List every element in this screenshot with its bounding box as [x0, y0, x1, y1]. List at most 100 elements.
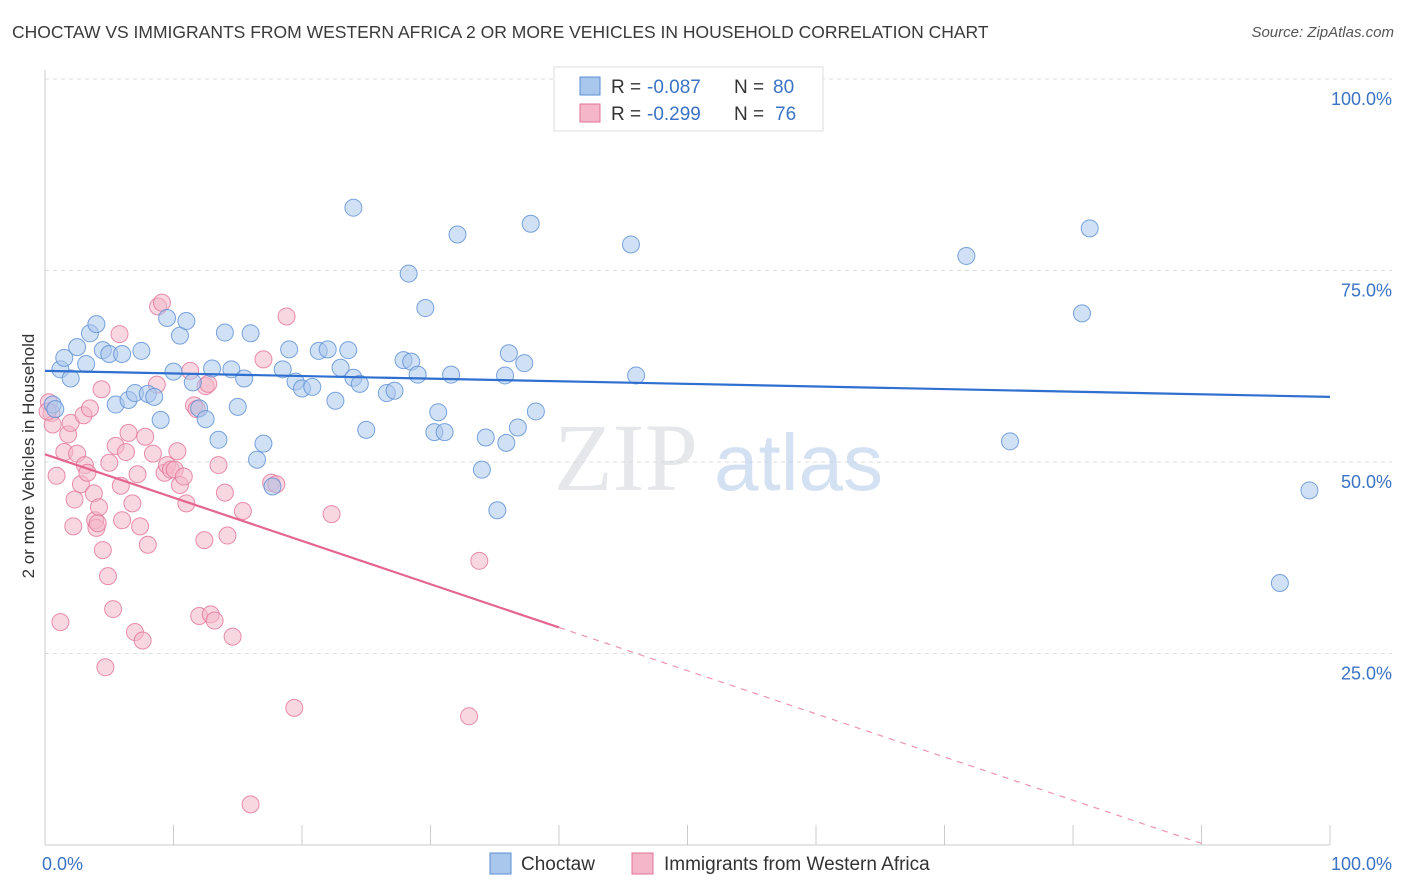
bottom-legend-immigrants: Immigrants from Western Africa	[664, 854, 930, 875]
choctaw-point	[1270, 574, 1289, 593]
choctaw-point	[526, 402, 545, 421]
legend-r-value-1: -0.087	[647, 77, 701, 98]
choctaw-point	[476, 428, 495, 447]
immigrants-point	[93, 541, 112, 560]
choctaw-point	[203, 359, 222, 378]
immigrants-point	[136, 427, 155, 446]
immigrants-point	[47, 466, 66, 485]
y-tick-label: 50.0%	[1341, 472, 1392, 492]
choctaw-point	[957, 246, 976, 265]
immigrants-point	[80, 399, 99, 418]
immigrants-point	[199, 374, 218, 393]
choctaw-point	[1001, 432, 1020, 451]
legend-box: R = -0.087 N = 80 R = -0.299 N = 76	[553, 66, 824, 132]
immigrants-point	[218, 526, 237, 545]
bottom-legend: Choctaw Immigrants from Western Africa	[489, 852, 930, 875]
choctaw-point	[399, 264, 418, 283]
watermark: ZIP atlas	[554, 404, 883, 511]
choctaw-point	[429, 403, 448, 422]
x-tick-label: 0.0%	[42, 854, 83, 874]
choctaw-point	[1072, 304, 1091, 323]
legend-n-value-1: 80	[773, 77, 794, 98]
immigrants-point	[116, 443, 135, 462]
choctaw-point	[496, 366, 515, 385]
choctaw-point	[215, 323, 234, 342]
choctaw-point	[273, 360, 292, 379]
immigrants-point	[174, 467, 193, 486]
immigrants-point	[254, 350, 273, 369]
choctaw-trend-line	[44, 369, 1331, 398]
x-tick-label: 100.0%	[1331, 854, 1392, 874]
immigrants-point	[96, 658, 115, 677]
choctaw-point	[472, 460, 491, 479]
legend-n-label-1: N =	[734, 77, 764, 98]
immigrants-trend-extension	[558, 626, 1202, 845]
choctaw-point	[87, 315, 106, 334]
immigrants-point	[88, 514, 107, 533]
choctaw-point	[627, 366, 646, 385]
y-axis-label: 2 or more Vehicles in Household	[19, 334, 38, 579]
choctaw-point	[521, 214, 540, 233]
choctaw-point	[385, 381, 404, 400]
choctaw-point	[280, 340, 299, 359]
axes	[44, 70, 1331, 846]
immigrants-point	[460, 707, 479, 726]
choctaw-point	[499, 344, 518, 363]
immigrants-point	[277, 307, 296, 326]
watermark-zip: ZIP	[554, 404, 698, 511]
choctaw-point	[357, 420, 376, 439]
immigrants-point	[209, 456, 228, 475]
legend-r-label-2: R =	[611, 104, 641, 125]
choctaw-point	[303, 377, 322, 396]
bottom-legend-swatch-immigrants	[631, 852, 654, 875]
immigrants-point	[110, 325, 129, 344]
choctaw-point	[164, 362, 183, 381]
choctaw-point	[151, 410, 170, 429]
choctaw-point	[416, 299, 435, 318]
legend-r-value-2: -0.299	[647, 104, 701, 125]
choctaw-point	[196, 410, 215, 429]
immigrants-trend-line	[44, 453, 560, 629]
immigrants-point	[138, 535, 157, 554]
choctaw-point	[209, 430, 228, 449]
choctaw-point	[228, 397, 247, 416]
y-tick-label: 100.0%	[1331, 89, 1392, 109]
choctaw-point	[408, 365, 427, 384]
choctaw-point	[508, 418, 527, 437]
immigrants-point	[133, 631, 152, 650]
bottom-legend-swatch-choctaw	[489, 852, 512, 875]
immigrants-point	[223, 627, 242, 646]
immigrants-point	[100, 453, 119, 472]
choctaw-point	[248, 450, 267, 469]
chart-title: CHOCTAW VS IMMIGRANTS FROM WESTERN AFRIC…	[12, 22, 989, 42]
choctaw-point	[497, 433, 516, 452]
immigrants-point	[285, 698, 304, 717]
choctaw-point	[254, 434, 273, 453]
immigrants-point	[78, 463, 97, 482]
legend-swatch-choctaw	[579, 76, 601, 96]
immigrants-point	[64, 517, 83, 536]
choctaw-point	[61, 369, 80, 388]
immigrants-point	[143, 444, 162, 463]
immigrants-point	[98, 567, 117, 586]
immigrants-point	[119, 423, 138, 442]
immigrants-point	[92, 380, 111, 399]
choctaw-point	[68, 338, 87, 357]
tick-labels: 25.0% 50.0% 75.0% 100.0% 0.0% 100.0%	[42, 89, 1392, 874]
choctaw-point	[235, 369, 254, 388]
immigrants-point	[51, 613, 70, 632]
choctaw-point	[344, 198, 363, 217]
grid-lines	[45, 78, 1392, 654]
legend-n-label-2: N =	[734, 104, 764, 125]
choctaw-point	[1080, 219, 1099, 238]
choctaw-point	[621, 235, 640, 254]
choctaw-point	[515, 354, 534, 373]
immigrants-point	[104, 600, 123, 619]
y-tick-label: 75.0%	[1341, 281, 1392, 301]
choctaw-point	[183, 373, 202, 392]
trend-lines	[44, 369, 1331, 845]
choctaw-point	[442, 365, 461, 384]
choctaw-point	[318, 340, 337, 359]
immigrants-point	[215, 483, 234, 502]
